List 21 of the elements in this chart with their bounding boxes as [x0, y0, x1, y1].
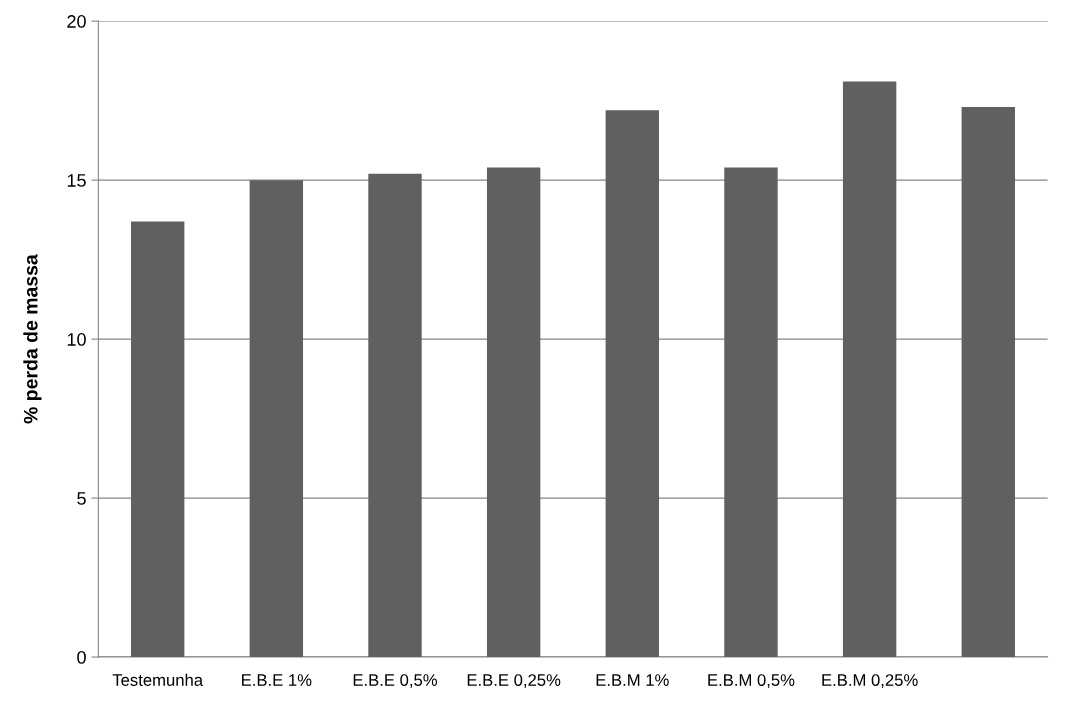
- bar: [842, 81, 897, 658]
- bar: [486, 167, 541, 658]
- x-tick-label: E.B.M 0,25%: [822, 674, 918, 688]
- bar: [249, 180, 304, 658]
- y-tick-label: 5: [77, 492, 86, 505]
- bar: [130, 221, 185, 658]
- x-tick-label: E.B.E 1%: [242, 674, 312, 686]
- y-axis-title: % perda de massa: [23, 254, 42, 424]
- bar: [724, 167, 778, 658]
- bar: [605, 110, 660, 658]
- x-tick-label: E.B.M 0,5%: [708, 674, 795, 688]
- bar: [368, 173, 422, 658]
- x-tick-label: E.B.E 0,25%: [467, 674, 561, 688]
- x-tick-label: E.B.M 1%: [596, 674, 669, 686]
- y-tick-label: 20: [67, 15, 86, 28]
- bar: [961, 107, 1015, 658]
- y-tick-label: 0: [77, 650, 86, 664]
- y-tick-label: 15: [67, 174, 86, 187]
- x-tick-label: E.B.E 0,5%: [353, 674, 438, 688]
- y-tick-label: 10: [67, 333, 86, 346]
- x-tick-label: Testemunha: [112, 673, 204, 686]
